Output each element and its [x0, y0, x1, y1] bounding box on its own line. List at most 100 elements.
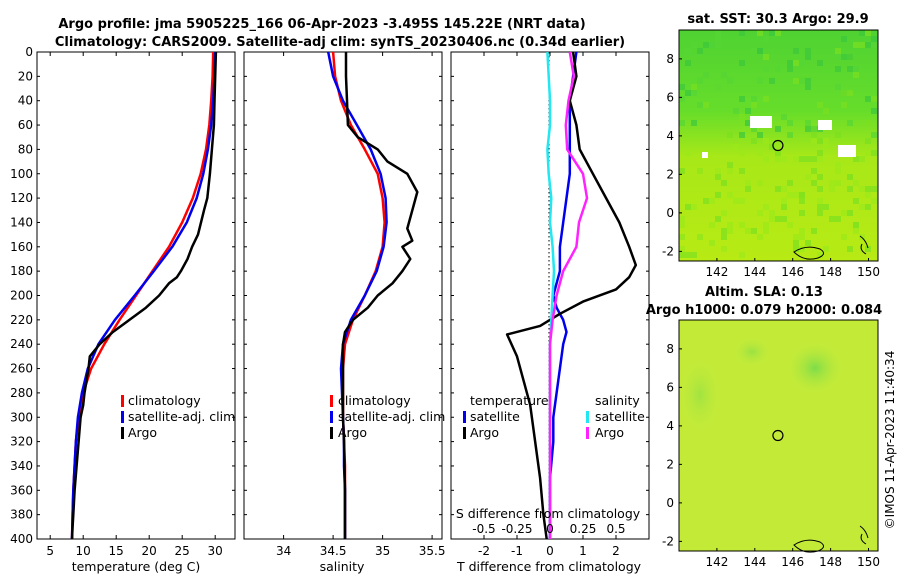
map-y-tick-label: 2: [666, 457, 674, 471]
sst-pixel: [739, 150, 745, 156]
sst-pixel: [799, 78, 805, 84]
sst-pixel: [691, 84, 697, 90]
salinity-axes-frame: [243, 51, 443, 540]
y-tick-label: 180: [10, 264, 33, 278]
sst-pixel: [685, 204, 691, 210]
legend-sal-argo: Argo: [595, 425, 624, 440]
legend-climatology: climatology: [128, 393, 201, 408]
sla-high-feature: [785, 340, 845, 396]
sst-pixel: [805, 174, 811, 180]
top-x-tick-label: 0.5: [606, 522, 625, 536]
sst-pixel: [799, 210, 805, 216]
top-x-tick-label: -0.25: [501, 522, 532, 536]
series-salinity-argo: [548, 51, 589, 539]
sst-pixel: [799, 234, 805, 240]
coastline: [859, 525, 869, 545]
map-x-tick-label: 148: [819, 265, 842, 279]
sst-pixel: [739, 252, 745, 258]
sst-pixel: [739, 132, 745, 138]
sst-pixel: [721, 180, 727, 186]
legend-swatch-temp-satellite: [463, 411, 466, 423]
argo-location-marker: [772, 139, 784, 152]
y-tick-label: 120: [10, 191, 33, 205]
sst-pixel: [685, 90, 691, 96]
sst-pixel: [793, 48, 799, 54]
sst-pixel: [823, 108, 829, 114]
map-x-tick-label: 150: [857, 555, 880, 569]
salinity-xlabel: salinity: [320, 559, 365, 574]
missing-data-patch: [702, 152, 708, 158]
sst-pixel: [835, 132, 841, 138]
sst-pixel: [757, 30, 763, 36]
map-y-tick-label: -2: [662, 534, 674, 548]
sst-pixel: [703, 72, 709, 78]
sst-pixel: [769, 144, 775, 150]
top-x-tick-label: 0.25: [570, 522, 597, 536]
sst-pixel: [757, 48, 763, 54]
sst-pixel: [805, 156, 811, 162]
sst-pixel: [757, 150, 763, 156]
sst-pixel: [781, 216, 787, 222]
map-x-tick-label: 146: [781, 265, 804, 279]
sst-pixel: [799, 198, 805, 204]
y-tick-label: 160: [10, 240, 33, 254]
coastline: [859, 235, 869, 255]
argo-location-marker: [772, 429, 784, 442]
y-tick-label: 260: [10, 362, 33, 376]
y-tick-label: 360: [10, 483, 33, 497]
sst-pixel: [781, 144, 787, 150]
sst-pixel: [841, 54, 847, 60]
x-tick-label: 34.5: [320, 544, 347, 558]
sst-pixel: [841, 36, 847, 42]
difference-panel: -2 -1 0 1 2 -0.5 -0.25 0 0.25 0.5 S difference f…: [450, 51, 650, 574]
sst-pixel: [745, 228, 751, 234]
sst-pixel: [751, 102, 757, 108]
sst-pixel: [679, 120, 685, 126]
sst-pixel: [841, 210, 847, 216]
sst-pixel: [817, 102, 823, 108]
y-tick-label: 220: [10, 313, 33, 327]
sst-pixel: [697, 234, 703, 240]
sst-pixel: [817, 156, 823, 162]
x-tick-label: 1: [579, 544, 587, 558]
sst-pixel: [865, 150, 871, 156]
series-temperature-argo: [505, 51, 638, 540]
legend-satellite: satellite-adj. clim: [128, 409, 235, 424]
sst-pixel: [697, 168, 703, 174]
sst-pixel: [829, 180, 835, 186]
sst-pixel: [811, 156, 817, 162]
sst-pixel: [817, 252, 823, 258]
difference-legend: temperature satellite Argo salinity sate…: [463, 393, 645, 440]
sst-pixel: [769, 30, 775, 36]
sst-pixel: [811, 132, 817, 138]
sst-pixel: [685, 252, 691, 258]
sla-map-title: Altim. SLA: 0.13: [705, 285, 823, 300]
sst-pixel: [721, 228, 727, 234]
sst-pixel: [751, 228, 757, 234]
sst-pixel: [751, 138, 757, 144]
sst-pixel: [763, 36, 769, 42]
sst-pixel: [871, 42, 877, 48]
sst-pixel: [835, 216, 841, 222]
sst-pixel: [853, 222, 859, 228]
sst-pixel: [733, 108, 739, 114]
sst-pixel: [721, 210, 727, 216]
x-tick-label: 10: [76, 544, 91, 558]
y-tick-label: 60: [18, 118, 33, 132]
sst-pixel: [841, 234, 847, 240]
sst-pixel: [679, 234, 685, 240]
legend-swatch-sal-argo: [586, 427, 589, 439]
legend-swatch-climatology: [121, 395, 124, 407]
sst-pixel: [775, 186, 781, 192]
sst-pixel: [715, 30, 721, 36]
sst-pixel: [763, 96, 769, 102]
salinity-legend: climatology satellite-adj. clim Argo: [330, 393, 445, 440]
map-x-tick-label: 144: [743, 555, 766, 569]
x-tick-label: 30: [208, 544, 223, 558]
title-line-1: Argo profile: jma 5905225_166 06-Apr-202…: [58, 17, 585, 32]
sst-pixel: [835, 162, 841, 168]
temperature-axis: 5 10 15 20 25 30: [46, 52, 223, 558]
sst-pixel: [745, 120, 751, 126]
sst-pixel: [769, 78, 775, 84]
coastline: [793, 246, 824, 260]
